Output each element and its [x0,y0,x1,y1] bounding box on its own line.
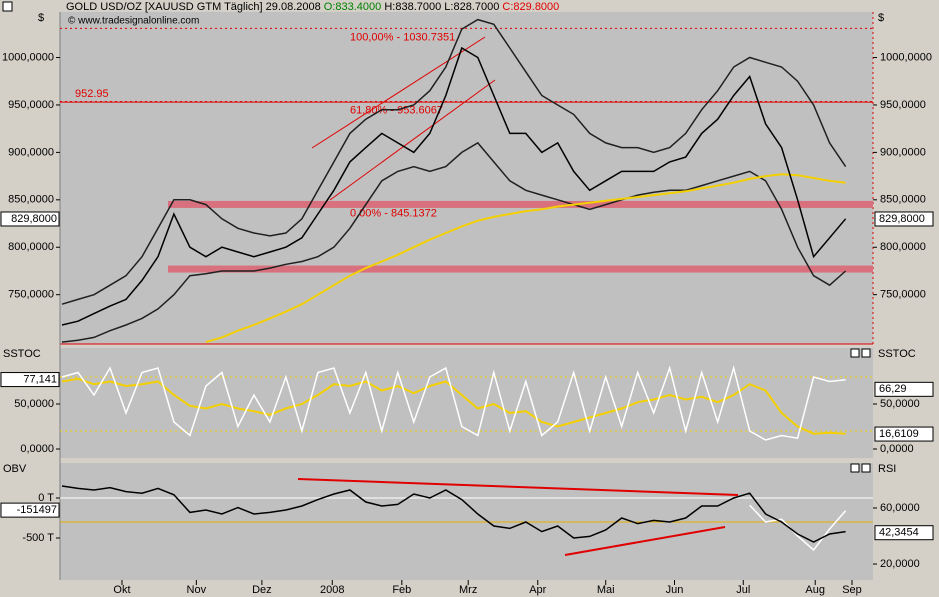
level-label: 100,00% - 1030.7351 [350,31,455,43]
watermark: © www.tradesignalonline.com [68,16,199,27]
value-box [874,525,934,541]
pane-label: $ [878,12,884,24]
y-tick-label: 1000,0000 [2,51,54,63]
y2-tick-label: 20,0000 [880,558,920,570]
x-tick-label: Mrz [459,584,477,596]
value-box-label: 16,6109 [879,428,919,440]
value-box [874,381,934,397]
level-band [168,265,873,273]
x-tick-label: Apr [529,584,546,596]
stochastic-pane [60,348,873,458]
x-tick-label: Mai [597,584,615,596]
value-box [874,426,934,442]
value-box-label: 66,29 [879,383,907,395]
pane-label: $ [38,12,44,24]
value-box-label: 42,3454 [879,527,919,539]
high-low: H:838.7000 L:828.7000 [384,1,499,13]
y-tick-label: 750,0000 [8,289,54,301]
y-tick-label: 0 T [38,492,54,504]
pane-label: SSTOC [878,348,916,360]
open-price: O:833.4000 [324,1,382,13]
y-tick-label: 50,0000 [880,398,920,410]
x-tick-label: 2008 [320,584,344,596]
y-tick-label: 0,0000 [20,443,54,455]
level-label: 0,00% - 845.1372 [350,207,437,219]
y-tick-label: 800,0000 [8,241,54,253]
pane-label: SSTOC [3,348,41,360]
series-line [61,141,847,343]
window-icon[interactable] [2,1,13,12]
symbol: GOLD USD/OZ [XAUUSD GTM Täglich] 29.08.2… [66,1,321,13]
value-box [0,372,60,388]
x-tick-label: Sep [842,584,862,596]
series-line [61,377,846,435]
level-band [168,200,873,208]
level-label: 952.95 [75,88,109,100]
series-line [61,365,846,441]
y-tick-label: 1000,0000 [880,51,932,63]
y-tick-label: 950,0000 [880,99,926,111]
x-tick-label: Feb [392,584,411,596]
value-box-label: 77,141 [23,373,57,385]
trend-line [564,526,726,556]
series-line [749,504,847,552]
y-tick-label: 850,0000 [8,194,54,206]
series-line [61,18,847,305]
pane-label: OBV [3,463,27,475]
y-tick-label: 750,0000 [880,289,926,301]
y-tick-label: 900,0000 [880,146,926,158]
series-line [205,173,846,344]
y-tick-label: 900,0000 [8,146,54,158]
trend-line [329,79,496,201]
x-tick-label: Aug [805,584,825,596]
x-tick-label: Jul [736,584,750,596]
y-tick-label: 850,0000 [880,194,926,206]
value-box-label: -151497 [17,504,57,516]
y-tick-label: 950,0000 [8,99,54,111]
value-box [0,502,60,518]
value-box [874,211,934,227]
pane-button[interactable] [850,348,860,358]
price-pane [60,12,873,344]
value-box-label: 829,8000 [879,213,925,225]
trend-line [297,478,739,496]
y-tick-label: 50,0000 [14,398,54,410]
series-line [61,46,847,326]
y-tick-label: 0,0000 [880,443,914,455]
pane-button[interactable] [850,463,860,473]
x-tick-label: Dez [252,584,272,596]
x-tick-label: Nov [187,584,207,596]
pane-button[interactable] [861,463,871,473]
header-symbol: GOLD USD/OZ [XAUUSD GTM Täglich] 29.08.2… [66,1,559,13]
y-tick-label: 800,0000 [880,241,926,253]
close-price: C:829.8000 [502,1,559,13]
pane-button[interactable] [861,348,871,358]
value-box [0,211,60,227]
trend-line [311,36,486,149]
y-tick-label: -500 T [22,532,54,544]
value-box-label: 829,8000 [11,213,57,225]
pane-label: RSI [878,463,896,475]
y2-tick-label: 60,0000 [880,502,920,514]
x-tick-label: Jun [666,584,684,596]
series-line [61,485,846,543]
x-tick-label: Okt [113,584,130,596]
